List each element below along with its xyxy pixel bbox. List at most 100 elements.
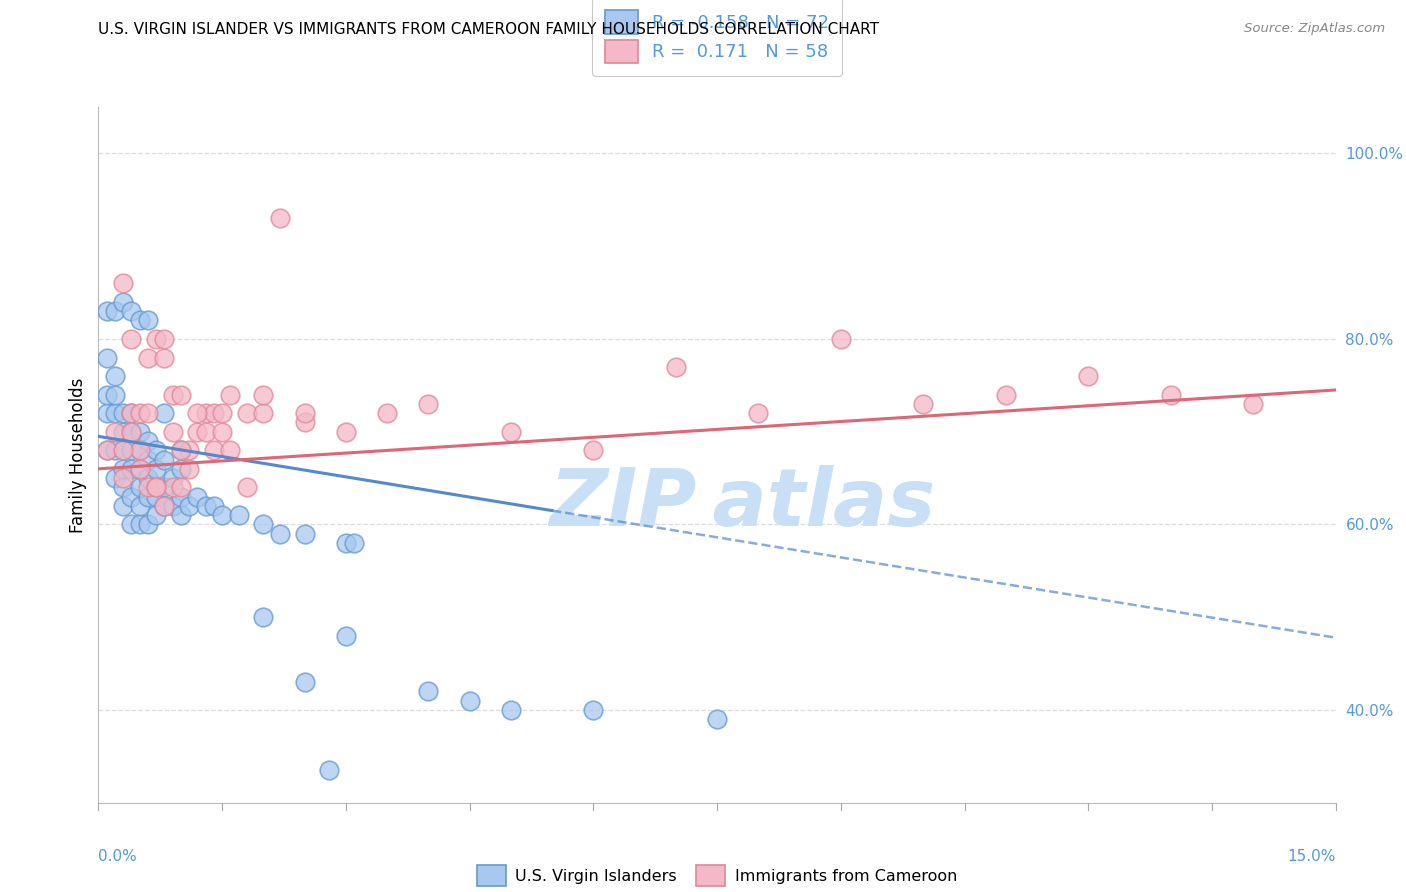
Point: [120, 462, 142, 476]
Point: [136, 452, 159, 467]
Point: [96, 387, 118, 401]
Point: [128, 462, 150, 476]
Point: [120, 517, 142, 532]
Point: [112, 443, 135, 458]
Point: [170, 490, 193, 504]
Point: [96, 406, 118, 420]
Point: [136, 313, 159, 327]
Text: U.S. VIRGIN ISLANDER VS IMMIGRANTS FROM CAMEROON FAMILY HOUSEHOLDS CORRELATION C: U.S. VIRGIN ISLANDER VS IMMIGRANTS FROM …: [98, 22, 879, 37]
Point: [170, 480, 193, 494]
Point: [170, 443, 193, 458]
Point: [128, 425, 150, 439]
Point: [145, 480, 167, 494]
Point: [219, 387, 242, 401]
Y-axis label: Family Households: Family Households: [69, 377, 87, 533]
Point: [153, 406, 176, 420]
Point: [252, 387, 274, 401]
Point: [179, 443, 201, 458]
Point: [194, 406, 217, 420]
Point: [128, 480, 150, 494]
Point: [162, 387, 184, 401]
Point: [202, 406, 225, 420]
Point: [120, 425, 142, 439]
Point: [335, 629, 357, 643]
Point: [153, 332, 176, 346]
Point: [236, 480, 259, 494]
Point: [104, 387, 127, 401]
Text: Source: ZipAtlas.com: Source: ZipAtlas.com: [1244, 22, 1385, 36]
Point: [96, 443, 118, 458]
Point: [153, 499, 176, 513]
Point: [112, 443, 135, 458]
Point: [112, 406, 135, 420]
Point: [269, 526, 291, 541]
Point: [128, 443, 150, 458]
Point: [104, 443, 127, 458]
Point: [202, 443, 225, 458]
Point: [294, 675, 316, 690]
Point: [136, 471, 159, 485]
Point: [153, 480, 176, 494]
Point: [145, 443, 167, 458]
Point: [211, 508, 233, 523]
Point: [170, 508, 193, 523]
Point: [170, 462, 193, 476]
Point: [194, 425, 217, 439]
Point: [112, 480, 135, 494]
Point: [104, 471, 127, 485]
Point: [499, 703, 522, 717]
Point: [128, 517, 150, 532]
Point: [179, 462, 201, 476]
Point: [1160, 387, 1182, 401]
Point: [153, 351, 176, 365]
Point: [706, 712, 728, 726]
Legend: U.S. Virgin Islanders, Immigrants from Cameroon: U.S. Virgin Islanders, Immigrants from C…: [471, 859, 963, 892]
Point: [104, 406, 127, 420]
Point: [112, 499, 135, 513]
Point: [252, 517, 274, 532]
Point: [228, 508, 250, 523]
Text: 0.0%: 0.0%: [98, 849, 138, 864]
Point: [136, 517, 159, 532]
Point: [194, 499, 217, 513]
Point: [145, 332, 167, 346]
Point: [186, 425, 208, 439]
Point: [211, 425, 233, 439]
Point: [294, 406, 316, 420]
Point: [162, 471, 184, 485]
Point: [211, 406, 233, 420]
Point: [120, 443, 142, 458]
Point: [499, 425, 522, 439]
Point: [112, 294, 135, 309]
Point: [120, 406, 142, 420]
Point: [136, 480, 159, 494]
Point: [145, 490, 167, 504]
Point: [128, 462, 150, 476]
Point: [219, 443, 242, 458]
Point: [186, 406, 208, 420]
Point: [162, 480, 184, 494]
Point: [418, 684, 440, 698]
Point: [120, 304, 142, 318]
Point: [104, 369, 127, 384]
Point: [747, 406, 769, 420]
Text: ZIP atlas: ZIP atlas: [548, 465, 935, 542]
Point: [830, 332, 852, 346]
Point: [912, 397, 935, 411]
Point: [252, 406, 274, 420]
Point: [162, 425, 184, 439]
Point: [145, 480, 167, 494]
Point: [179, 499, 201, 513]
Point: [120, 490, 142, 504]
Point: [236, 406, 259, 420]
Point: [112, 462, 135, 476]
Point: [128, 406, 150, 420]
Point: [162, 499, 184, 513]
Point: [994, 387, 1017, 401]
Point: [170, 443, 193, 458]
Point: [582, 443, 605, 458]
Point: [104, 304, 127, 318]
Point: [120, 332, 142, 346]
Point: [96, 351, 118, 365]
Point: [170, 387, 193, 401]
